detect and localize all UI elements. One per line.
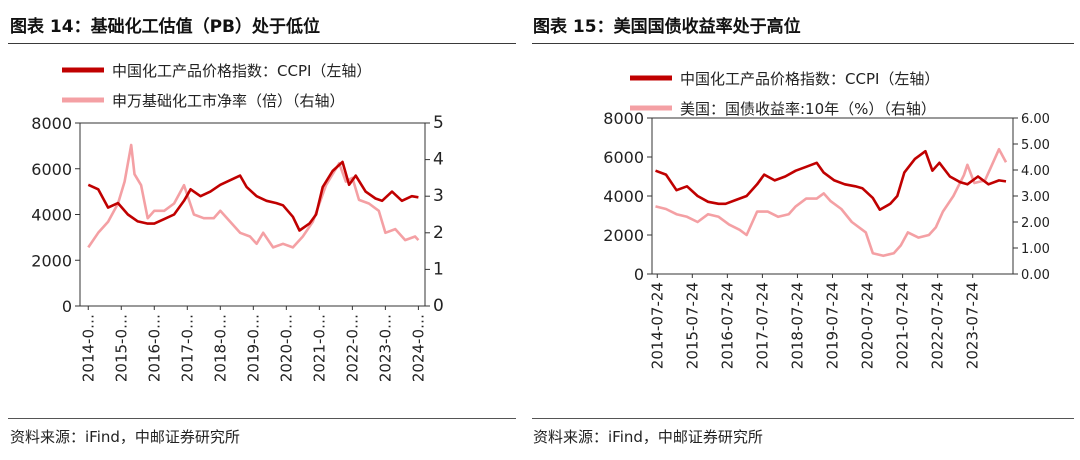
right-left-tick-label-2: 4000 bbox=[603, 187, 644, 206]
left-x-tick-label-6: 2020-0… bbox=[277, 314, 295, 382]
right-right-tick-label-5: 5.00 bbox=[1021, 138, 1050, 153]
right-left-tick-label-1: 2000 bbox=[603, 226, 644, 245]
left-right-tick-label-3: 3 bbox=[433, 186, 444, 206]
left-x-tick-label-1: 2015-0… bbox=[112, 314, 130, 382]
left-left-tick-label-3: 6000 bbox=[31, 160, 72, 179]
right-x-tick-label-5: 2019-07-24 bbox=[824, 282, 842, 369]
left-x-tick-label-5: 2019-0… bbox=[244, 314, 262, 382]
left-right-tick-label-1: 1 bbox=[433, 259, 444, 279]
right-right-tick-label-3: 3.00 bbox=[1021, 190, 1050, 205]
right-source-rule bbox=[532, 418, 1074, 419]
left-left-tick-label-4: 8000 bbox=[31, 114, 72, 133]
left-x-tick-label-2: 2016-0… bbox=[145, 314, 163, 382]
left-right-tick-label-5: 5 bbox=[433, 113, 444, 133]
left-right-tick-label-0: 0 bbox=[433, 296, 444, 316]
right-left-tick-label-4: 8000 bbox=[603, 109, 644, 128]
right-series-line-1 bbox=[655, 147, 1008, 258]
right-x-tick-label-6: 2020-07-24 bbox=[859, 282, 877, 369]
right-right-tick-label-6: 6.00 bbox=[1021, 112, 1050, 127]
right-right-tick-label-4: 4.00 bbox=[1021, 164, 1050, 179]
left-left-tick-label-1: 2000 bbox=[31, 251, 72, 270]
right-legend-label-1: 美国：国债收益率:10年（%）（右轴） bbox=[680, 100, 936, 118]
left-left-tick-label-0: 0 bbox=[62, 297, 72, 316]
left-figure-title: 图表 14：基础化工估值（PB）处于低位 bbox=[10, 17, 320, 37]
right-x-tick-label-0: 2014-07-24 bbox=[648, 282, 666, 369]
right-series-line-0 bbox=[655, 149, 1007, 211]
left-series-line-0 bbox=[87, 160, 419, 232]
right-x-tick-label-4: 2018-07-24 bbox=[788, 282, 806, 369]
left-series-line-1 bbox=[87, 143, 420, 249]
right-x-tick-label-8: 2022-07-24 bbox=[929, 282, 947, 369]
left-right-tick-label-2: 2 bbox=[433, 223, 444, 243]
right-right-tick-label-2: 2.00 bbox=[1021, 216, 1050, 231]
right-right-tick-label-0: 0.00 bbox=[1021, 268, 1050, 283]
left-legend-label-0: 中国化工产品价格指数：CCPI（左轴） bbox=[112, 62, 371, 80]
left-title-rule bbox=[8, 43, 516, 44]
left-x-tick-label-4: 2018-0… bbox=[211, 314, 229, 382]
left-legend-label-1: 申万基础化工市净率（倍）（右轴） bbox=[112, 92, 345, 110]
right-x-tick-label-7: 2021-07-24 bbox=[894, 282, 912, 369]
left-x-tick-label-0: 2014-0… bbox=[79, 314, 97, 382]
right-figure-title: 图表 15：美国国债收益率处于高位 bbox=[533, 17, 801, 37]
right-x-tick-label-2: 2016-07-24 bbox=[718, 282, 736, 369]
right-left-tick-label-3: 6000 bbox=[603, 148, 644, 167]
left-left-tick-label-2: 4000 bbox=[31, 206, 72, 225]
left-x-tick-label-7: 2021-0… bbox=[310, 314, 328, 382]
right-legend-label-0: 中国化工产品价格指数：CCPI（左轴） bbox=[680, 70, 939, 88]
left-x-tick-label-9: 2023-0… bbox=[376, 314, 394, 382]
left-x-tick-label-3: 2017-0… bbox=[178, 314, 196, 382]
right-x-tick-label-9: 2023-07-24 bbox=[964, 282, 982, 369]
left-source-rule bbox=[8, 418, 516, 419]
right-x-tick-label-3: 2017-07-24 bbox=[753, 282, 771, 369]
right-right-tick-label-1: 1.00 bbox=[1021, 242, 1050, 257]
left-source: 资料来源：iFind，中邮证券研究所 bbox=[10, 428, 240, 446]
right-x-tick-label-1: 2015-07-24 bbox=[683, 282, 701, 369]
right-plot-frame bbox=[651, 117, 1014, 275]
left-x-tick-label-8: 2022-0… bbox=[343, 314, 361, 382]
right-source: 资料来源：iFind，中邮证券研究所 bbox=[533, 428, 763, 446]
left-chart: 中国化工产品价格指数：CCPI（左轴） 申万基础化工市净率（倍）（右轴） 0 2000… bbox=[31, 62, 444, 382]
left-right-tick-label-4: 4 bbox=[433, 150, 444, 170]
right-left-tick-label-0: 0 bbox=[634, 265, 644, 284]
right-chart: 中国化工产品价格指数：CCPI（左轴）美国：国债收益率:10年（%）（右轴）02… bbox=[603, 70, 1050, 369]
left-x-tick-label-10: 2024-0… bbox=[409, 314, 427, 382]
right-title-rule bbox=[532, 43, 1074, 44]
